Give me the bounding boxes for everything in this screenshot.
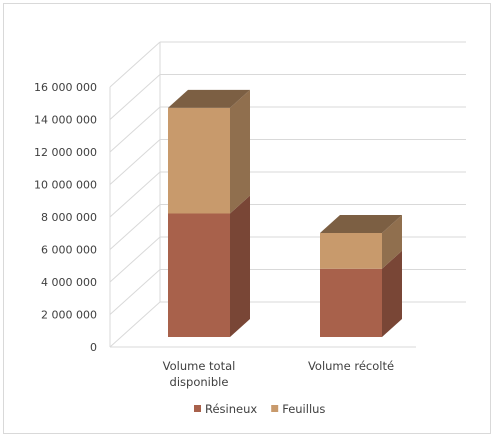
bar-résineux-front xyxy=(320,268,382,337)
y-tick-label: 10 000 000 xyxy=(34,179,97,192)
y-tick-label: 12 000 000 xyxy=(34,146,97,159)
gridline-depth xyxy=(109,74,161,120)
y-tick-label: 2 000 000 xyxy=(41,309,97,322)
y-tick-label: 16 000 000 xyxy=(34,81,97,94)
bar-feuillus-front xyxy=(168,107,230,214)
x-category-label: disponible xyxy=(170,375,229,389)
y-tick-label: 0 xyxy=(90,341,97,354)
bar-feuillus-front xyxy=(320,233,382,269)
bar-résineux-front xyxy=(168,213,230,337)
legend-swatch-feuillus xyxy=(271,405,279,412)
legend-swatch-résineux xyxy=(194,405,201,412)
gridline-depth xyxy=(109,139,161,185)
y-tick-label: 8 000 000 xyxy=(41,211,97,224)
gridline-depth xyxy=(109,106,161,153)
legend-label: Feuillus xyxy=(282,402,325,416)
bar-feuillus-side xyxy=(382,215,402,269)
gridline-depth xyxy=(109,301,161,348)
y-tick-label: 6 000 000 xyxy=(41,244,97,257)
y-tick-label: 4 000 000 xyxy=(41,276,97,289)
bar-feuillus-side xyxy=(230,89,250,214)
gridline-depth xyxy=(109,269,161,315)
gridline-depth xyxy=(109,41,161,88)
gridline-depth xyxy=(109,236,161,283)
x-category-label: Volume total xyxy=(163,359,236,373)
gridline-depth xyxy=(109,204,161,250)
bar-feuillus-top xyxy=(320,215,402,233)
y-tick-label: 14 000 000 xyxy=(34,114,97,127)
bar-résineux-side xyxy=(382,250,402,337)
gridline-depth xyxy=(109,171,161,218)
legend-label: Résineux xyxy=(205,402,257,416)
x-category-label: Volume récolté xyxy=(308,359,394,373)
bar-résineux-side xyxy=(230,195,250,337)
bar-feuillus-top xyxy=(168,89,250,108)
